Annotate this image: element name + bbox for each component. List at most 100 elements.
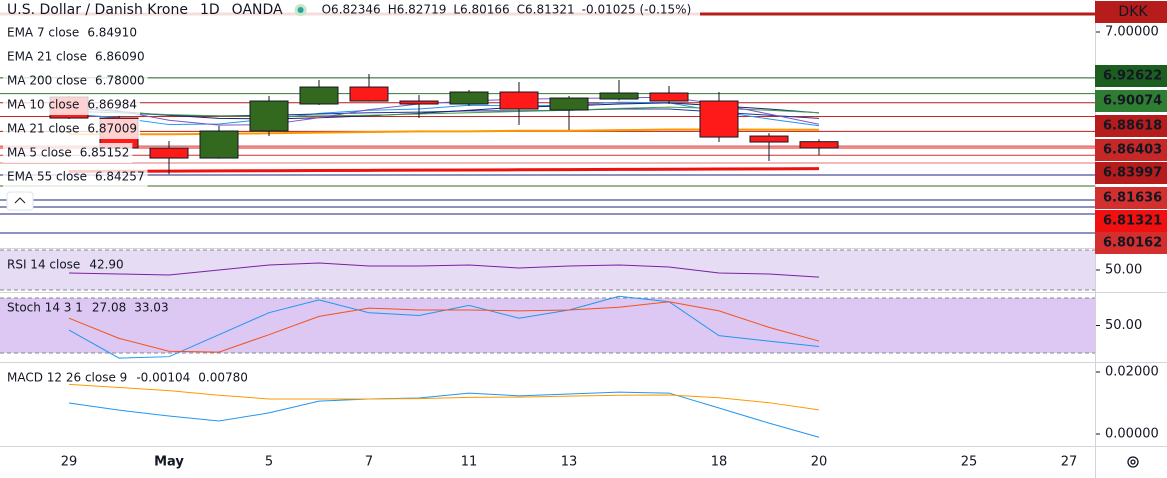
ohlc-value: H6.82719 — [388, 3, 447, 17]
legend-value: 6.85152 — [80, 146, 130, 160]
gear-hub — [1130, 459, 1136, 465]
y-tick-label: 7.00000 — [1105, 24, 1159, 39]
legend-name: EMA 21 close — [7, 50, 87, 64]
legend-name: EMA 55 close — [7, 170, 87, 184]
legend-bg — [3, 71, 148, 91]
candle-body — [799, 141, 839, 149]
indicator-line — [68, 391, 820, 438]
user-lines — [0, 162, 1095, 234]
legend-bg — [3, 143, 133, 163]
x-tick-label: 20 — [811, 455, 828, 470]
candle-body — [349, 86, 389, 102]
indicator-value: 42.90 — [89, 258, 123, 272]
collapse-button[interactable] — [6, 191, 34, 211]
price-label-bg — [1095, 115, 1167, 137]
candle-body — [399, 100, 439, 105]
indicator-title: MACD 12 26 close 9 — [7, 371, 127, 385]
legend-value: 6.84257 — [95, 170, 145, 184]
y-tick-label: 50.00 — [1105, 318, 1142, 333]
candle-body — [599, 92, 639, 100]
header-text: 1D — [200, 2, 220, 18]
price-label-bg — [1095, 162, 1167, 184]
y-tick-label: 0.02000 — [1105, 364, 1159, 379]
x-tick-label: 11 — [461, 455, 478, 470]
indicator-title: Stoch 14 3 1 — [7, 301, 83, 315]
ma-line — [69, 128, 820, 136]
price-label-bg — [1095, 187, 1167, 209]
legend-value: 6.87009 — [87, 122, 137, 136]
y-tick-label: 0.00000 — [1105, 427, 1159, 442]
legend-name: EMA 7 close — [7, 26, 79, 40]
header-bg — [0, 0, 700, 20]
price-label: 6.81636 — [1103, 191, 1162, 206]
legend-value: 6.78000 — [95, 74, 145, 88]
header-text: OANDA — [232, 2, 283, 18]
ohlc-value: C6.81321 — [517, 3, 575, 17]
candle-body — [449, 91, 489, 105]
legend-bg — [3, 119, 140, 139]
settings-button[interactable] — [1127, 456, 1139, 468]
candle-body — [299, 86, 339, 105]
price-label: 6.88618 — [1103, 119, 1162, 134]
x-tick-label: 18 — [711, 455, 728, 470]
currency-badge-bg — [1095, 1, 1167, 23]
ohlc-value: O6.82346 — [322, 3, 381, 17]
legend-value: 6.86090 — [95, 50, 145, 64]
legend-name: MA 21 close — [7, 122, 79, 136]
indicator-line — [68, 301, 820, 353]
status-dot-core — [297, 7, 304, 13]
legend-name: MA 5 close — [7, 146, 72, 160]
price-label-bg — [1095, 139, 1167, 161]
y-tick-label: 50.00 — [1105, 263, 1142, 278]
price-label: 6.86403 — [1103, 143, 1162, 158]
indicator-line — [68, 262, 820, 278]
candle-body — [699, 100, 739, 138]
price-label: 6.92622 — [1103, 69, 1162, 84]
candle-body — [249, 100, 289, 132]
collapse-icon — [14, 197, 26, 204]
ma-line — [68, 96, 820, 126]
price-label: 6.80162 — [1103, 236, 1162, 251]
price-label-bg — [1095, 90, 1167, 112]
x-tick-label: 5 — [265, 455, 273, 470]
legend-value: 6.84910 — [87, 26, 137, 40]
price-label-bg — [1095, 65, 1167, 87]
indicator-line — [68, 383, 820, 411]
candle-body — [549, 97, 589, 111]
candle-body — [749, 135, 789, 143]
legend-bg — [3, 47, 148, 67]
legend-bg — [3, 23, 140, 43]
ma-line — [68, 101, 820, 127]
candle-body — [649, 92, 689, 102]
price-label: 6.90074 — [1103, 94, 1162, 109]
header-text: U.S. Dollar / Danish Krone — [7, 2, 188, 18]
x-tick-label: 7 — [365, 455, 373, 470]
price-label: 6.83997 — [1103, 166, 1162, 181]
plot-layer: 7.00000 50.00 50.00 0.02000 0.00000 — [0, 24, 1159, 442]
legend-value: 6.86984 — [87, 98, 137, 112]
candle-body — [499, 91, 539, 110]
legend-name: MA 200 close — [7, 74, 87, 88]
legend-name: MA 10 close — [7, 98, 79, 112]
x-tick-label: 29 — [61, 455, 78, 470]
legend-bg — [3, 95, 140, 115]
legend-bg — [3, 167, 148, 187]
candle-body — [149, 147, 189, 159]
x-tick-label: 13 — [561, 455, 578, 470]
price-label-bg — [1095, 210, 1167, 232]
price-label-bg — [1095, 232, 1167, 254]
x-tick-label: 27 — [1061, 455, 1078, 470]
indicator-value: -0.00104 — [136, 371, 190, 385]
band — [0, 250, 1095, 290]
ohlc-value: L6.80166 — [453, 3, 509, 17]
x-tick-label: May — [154, 455, 184, 470]
indicator-value: 27.08 — [92, 301, 126, 315]
band — [0, 298, 1095, 354]
indicator-value: 0.00780 — [198, 371, 248, 385]
indicator-title: RSI 14 close — [7, 258, 80, 272]
ma-line — [68, 106, 820, 117]
ma-line — [68, 102, 820, 120]
